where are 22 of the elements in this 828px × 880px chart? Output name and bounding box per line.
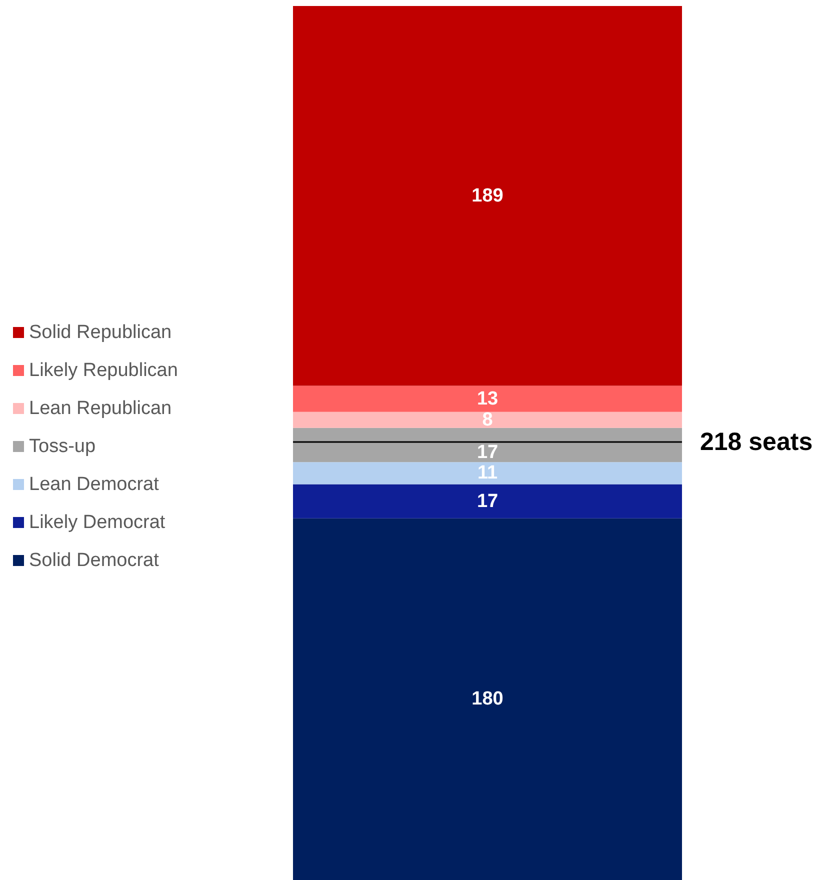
bar [293,518,682,880]
bar [293,6,682,386]
data-label: 11 [477,462,498,484]
ref-line-label: 218 seats [700,428,813,456]
legend-label: Lean Republican [29,398,172,419]
data-label: 189 [472,185,504,206]
data-label: 17 [476,442,498,464]
bar [293,484,682,518]
legend-label: Likely Republican [29,360,178,381]
data-label: 8 [482,409,493,430]
data-label: 13 [476,388,498,410]
bar [293,412,682,428]
legend-label: Solid Democrat [29,550,160,571]
bar [293,386,682,412]
data-label: 17 [476,490,498,512]
bar [293,462,682,484]
legend-label: Likely Democrat [29,512,166,533]
legend-label: Toss-up [29,436,96,457]
legend-label: Lean Democrat [29,474,160,495]
bar [293,428,682,462]
legend-label: Solid Republican [29,322,172,343]
data-label: 180 [472,688,504,710]
